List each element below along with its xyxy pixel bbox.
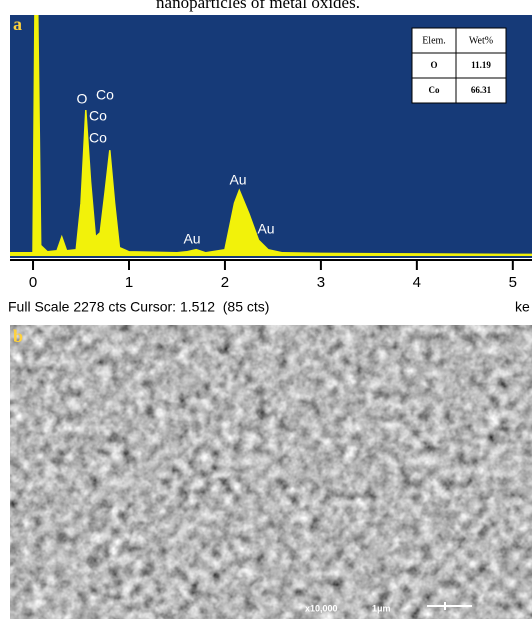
peak-label: Au	[229, 172, 246, 188]
peak-label: Au	[257, 221, 274, 237]
x-tick-label: 1	[125, 274, 133, 291]
magnification: x10,000	[305, 603, 338, 613]
panel-label: a	[13, 14, 22, 34]
scale-bar	[427, 602, 472, 610]
x-tick-label: 0	[29, 274, 37, 291]
panel-label: b	[13, 326, 23, 346]
status-bar: Full Scale 2278 cts Cursor: 1.512 (85 ct…	[8, 299, 269, 315]
scale-label: 1μm	[372, 603, 391, 613]
peak-label: Co	[89, 108, 107, 124]
peak-label: Co	[89, 130, 107, 146]
table-header: Elem.	[422, 35, 446, 46]
table-header: Wet%	[469, 35, 493, 46]
x-tick-label: 5	[509, 274, 517, 291]
table-cell: 11.19	[471, 60, 491, 70]
sem-image	[10, 325, 532, 619]
table-cell: Co	[429, 85, 440, 95]
peak-label: O	[77, 91, 88, 107]
table-cell: O	[430, 60, 437, 70]
x-tick-label: 3	[317, 274, 325, 291]
x-tick-label: 2	[221, 274, 229, 291]
caption: nanoparticles of metal oxides.	[156, 0, 360, 12]
element-table: Elem. Wet% O 11.19 Co 66.31	[411, 27, 507, 104]
peak-label: Au	[183, 231, 200, 247]
table-box	[411, 27, 507, 104]
table-cell: 66.31	[471, 85, 492, 95]
x-tick-label: 4	[413, 274, 421, 291]
unit-label: ke	[515, 299, 530, 315]
spectrum-line	[10, 15, 532, 256]
peak-label: Co	[96, 87, 114, 103]
